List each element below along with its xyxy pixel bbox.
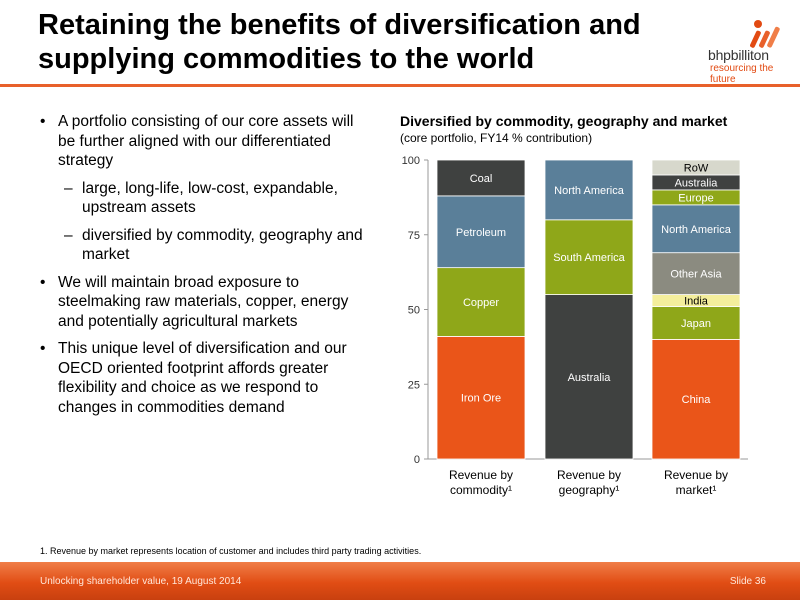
segment-label: Copper bbox=[463, 297, 499, 309]
bullet-item: A portfolio consisting of our core asset… bbox=[40, 112, 370, 171]
segment-label: India bbox=[684, 296, 709, 308]
footer-event: Unlocking shareholder value, 19 August 2… bbox=[40, 576, 242, 587]
bar-segment bbox=[436, 195, 526, 269]
segment-label: North America bbox=[661, 224, 732, 236]
logo-wordmark: bhpbilliton bbox=[708, 47, 769, 63]
chart-subtitle: (core portfolio, FY14 % contribution) bbox=[400, 131, 593, 145]
bullet-item: This unique level of diversification and… bbox=[40, 339, 370, 417]
logo-tagline: resourcing the future bbox=[710, 63, 774, 85]
bar-segment bbox=[544, 294, 634, 460]
slide-title: Retaining the benefits of diversificatio… bbox=[38, 9, 641, 75]
bar-segment bbox=[544, 219, 634, 295]
segment-label: North America bbox=[554, 185, 625, 197]
bar-segment bbox=[544, 159, 634, 221]
segment-label: Other Asia bbox=[670, 269, 722, 281]
segment-label: Australia bbox=[675, 177, 719, 189]
title-divider bbox=[0, 84, 800, 87]
footer-bar: Unlocking shareholder value, 19 August 2… bbox=[0, 562, 800, 600]
segment-label: Petroleum bbox=[456, 227, 506, 239]
bar-segment bbox=[436, 267, 526, 337]
category-label: Revenue by market¹ bbox=[664, 468, 728, 497]
y-tick-label: 50 bbox=[408, 305, 420, 317]
bar-segment bbox=[651, 204, 741, 254]
bullet-item: We will maintain broad exposure to steel… bbox=[40, 273, 370, 332]
bar-segment bbox=[651, 338, 741, 460]
segment-label: Coal bbox=[470, 173, 493, 185]
bar-segment bbox=[436, 159, 526, 197]
segment-label: RoW bbox=[684, 162, 709, 174]
sub-bullet-item: diversified by commodity, geography and … bbox=[40, 226, 370, 265]
chart-title: Diversified by commodity, geography and … bbox=[400, 113, 728, 129]
y-tick-label: 100 bbox=[402, 155, 420, 167]
bar-segment bbox=[651, 306, 741, 340]
y-tick-label: 75 bbox=[408, 230, 420, 242]
segment-label: Australia bbox=[568, 372, 612, 384]
stacked-bar-chart: 0 25 50 75 100 Iron Ore Copper Petroleum Coal Aus… bbox=[402, 155, 748, 497]
footnote: 1. Revenue by market represents location… bbox=[40, 546, 422, 556]
bullet-list: A portfolio consisting of our core asset… bbox=[40, 112, 370, 425]
segment-label: Iron Ore bbox=[461, 393, 501, 405]
category-label: Revenue by geography¹ bbox=[557, 468, 621, 497]
bar-segment bbox=[651, 159, 741, 176]
segment-label: China bbox=[682, 394, 712, 406]
category-label: Revenue by commodity¹ bbox=[449, 468, 513, 497]
segment-label: Japan bbox=[681, 318, 711, 330]
y-tick-label: 25 bbox=[408, 379, 420, 391]
bar-segment bbox=[436, 336, 526, 460]
slide-number: Slide 36 bbox=[729, 576, 766, 587]
segment-label: Europe bbox=[678, 192, 713, 204]
segment-label: South America bbox=[553, 252, 625, 264]
sub-bullet-item: large, long-life, low-cost, expandable, … bbox=[40, 179, 370, 218]
y-tick-label: 0 bbox=[414, 454, 420, 466]
bhp-logo-icon bbox=[750, 20, 780, 48]
